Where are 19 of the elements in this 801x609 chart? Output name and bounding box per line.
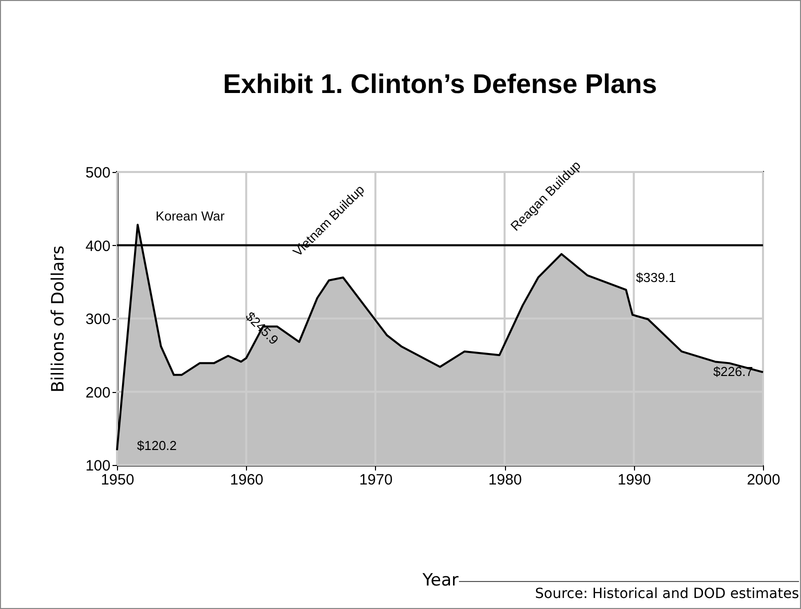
y-tick-label: 500 bbox=[85, 164, 110, 182]
annotation: Korean War bbox=[156, 208, 226, 224]
annotation: $226.7 bbox=[713, 364, 753, 380]
chart-title: Exhibit 1. Clinton’s Defense Plans bbox=[222, 69, 658, 100]
x-axis-title: Year bbox=[422, 570, 459, 590]
x-tick-label: 2000 bbox=[746, 472, 780, 488]
y-tick-label: 100 bbox=[85, 458, 110, 474]
y-axis-title: Billions of Dollars bbox=[48, 245, 68, 392]
annotation: $339.1 bbox=[636, 270, 676, 285]
x-tick-label: 1980 bbox=[488, 472, 522, 488]
x-tick-label: 1960 bbox=[230, 472, 264, 488]
x-tick-label: 1970 bbox=[359, 472, 393, 488]
annotation: $120.2 bbox=[137, 438, 177, 454]
y-tick-label: 400 bbox=[85, 238, 110, 255]
y-tick-label: 300 bbox=[85, 311, 110, 328]
x-tick-label: 1950 bbox=[100, 472, 134, 488]
x-tick-label: 1990 bbox=[618, 472, 651, 488]
source-note: Source: Historical and DOD estimates bbox=[459, 581, 799, 602]
y-tick-label: 200 bbox=[85, 384, 110, 402]
